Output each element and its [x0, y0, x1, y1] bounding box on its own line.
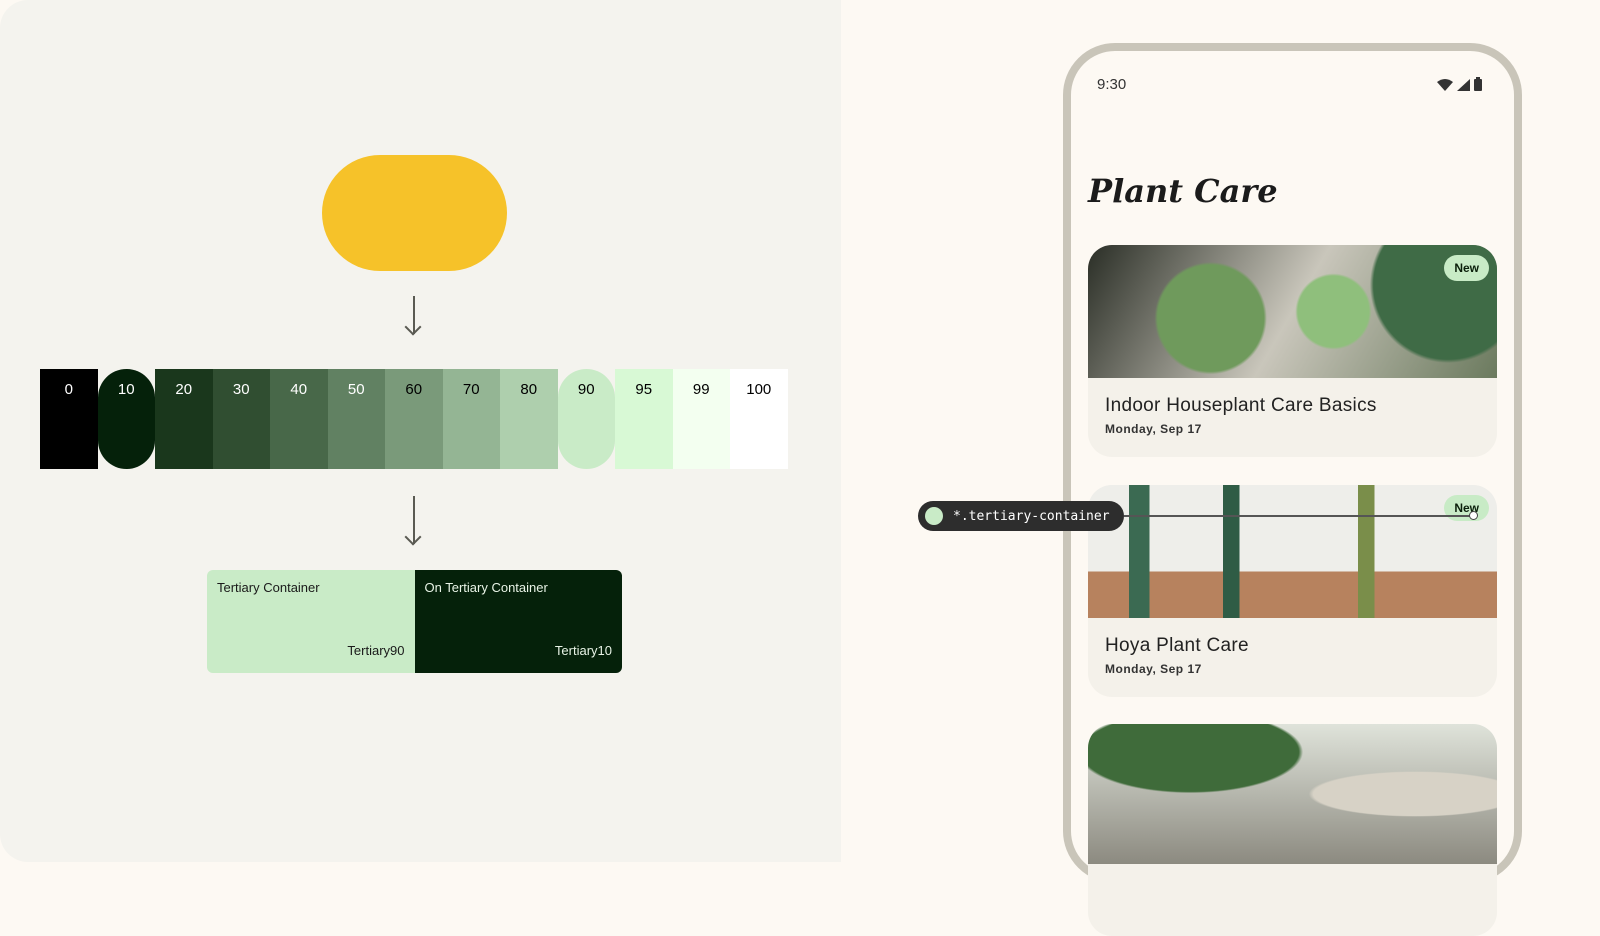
new-badge: New: [1444, 495, 1489, 521]
card-date: Monday, Sep 17: [1105, 422, 1202, 436]
card-image: New: [1088, 245, 1497, 378]
tone-swatch-30: 30: [212, 369, 270, 469]
role-token: Tertiary10: [554, 643, 612, 658]
new-badge: New: [1444, 255, 1489, 281]
card-date: Monday, Sep 17: [1105, 662, 1202, 676]
seed-color-swatch: [322, 155, 507, 271]
on-tertiary-container-role: On Tertiary Container Tertiary10: [414, 570, 622, 673]
color-roles: Tertiary Container Tertiary90 On Tertiar…: [207, 570, 622, 673]
tertiary-container-role: Tertiary Container Tertiary90: [207, 570, 415, 673]
tonal-palette-panel: 0 10 20 30 40 50 60 70 80 90 95 99 100 Tertiary Cont…: [0, 0, 841, 862]
tonal-palette: 0 10 20 30 40 50 60 70 80 90 95 99 100: [40, 369, 788, 469]
tone-swatch-60: 60: [385, 369, 443, 469]
tone-swatch-70: 70: [442, 369, 500, 469]
annotation-label: *.tertiary-container: [953, 508, 1110, 524]
tone-swatch-100: 100: [730, 369, 788, 469]
article-card[interactable]: New Hoya Plant Care Monday, Sep 17: [1088, 485, 1497, 697]
color-role-annotation: *.tertiary-container: [918, 501, 1124, 531]
article-card[interactable]: New Indoor Houseplant Care Basics Monday…: [1088, 245, 1497, 457]
tone-swatch-90: 90: [557, 369, 615, 469]
card-image: [1088, 724, 1497, 864]
signal-icon: [1457, 79, 1470, 91]
tone-swatch-0: 0: [40, 369, 98, 469]
battery-icon: [1474, 77, 1482, 91]
annotation-target: [1469, 511, 1478, 520]
tone-swatch-50: 50: [327, 369, 385, 469]
role-label: On Tertiary Container: [424, 580, 548, 595]
color-dot-icon: [925, 507, 943, 525]
card-image: New: [1088, 485, 1497, 618]
arrow-down-icon: [413, 496, 415, 544]
wifi-icon: [1437, 79, 1453, 91]
card-title: Hoya Plant Care: [1105, 635, 1249, 656]
tone-swatch-80: 80: [500, 369, 558, 469]
tone-swatch-10: 10: [97, 369, 155, 469]
tone-swatch-20: 20: [155, 369, 213, 469]
tone-swatch-95: 95: [615, 369, 673, 469]
arrow-down-icon: [413, 296, 415, 334]
card-title: Indoor Houseplant Care Basics: [1105, 395, 1377, 416]
annotation-line: [1124, 515, 1474, 517]
status-icons: [1437, 77, 1482, 91]
tone-swatch-40: 40: [270, 369, 328, 469]
article-card[interactable]: [1088, 724, 1497, 936]
status-time: 9:30: [1097, 76, 1127, 93]
tone-swatch-99: 99: [672, 369, 730, 469]
role-label: Tertiary Container: [217, 580, 320, 595]
page-title: Plant Care: [1088, 172, 1278, 210]
role-token: Tertiary90: [347, 643, 405, 658]
